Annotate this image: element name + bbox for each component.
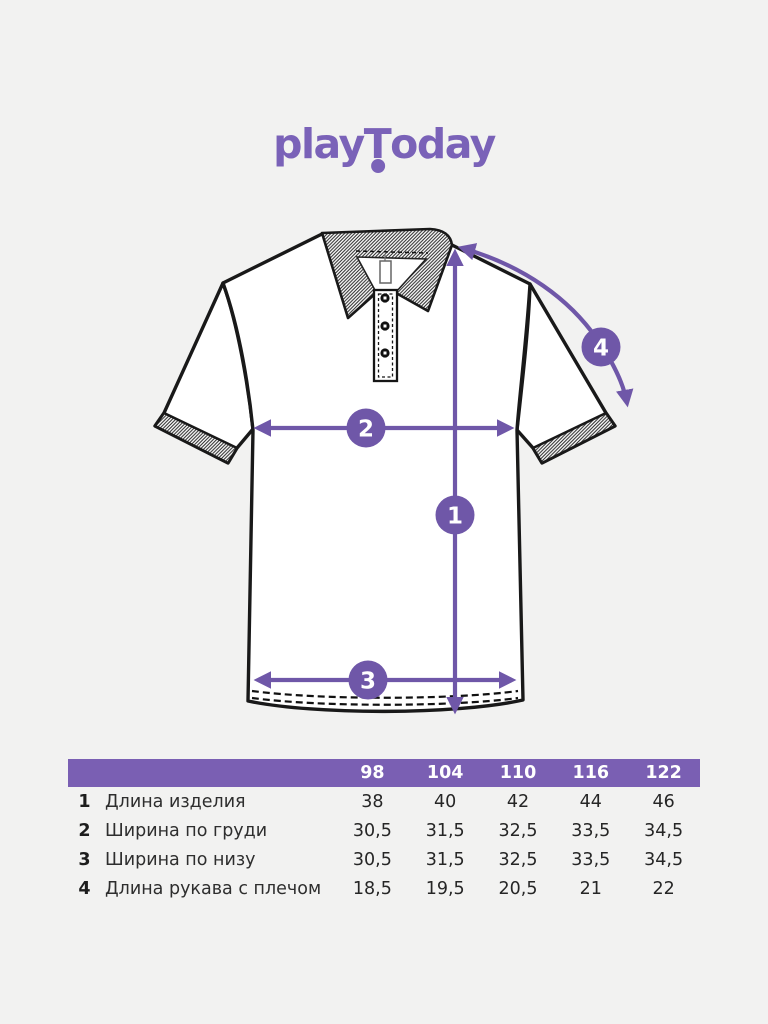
left-cuff xyxy=(153,411,239,465)
row-number: 4 xyxy=(78,878,91,899)
neck-tag xyxy=(379,260,392,284)
row-label: Ширина по груди xyxy=(105,820,268,841)
row-value: 42 xyxy=(506,791,530,812)
row-value: 21 xyxy=(579,878,602,899)
placket xyxy=(372,288,399,383)
row-label: Длина изделия xyxy=(105,791,246,812)
size-table: 98 104 110 116 122 1 Длина изделия 38 40… xyxy=(68,759,700,903)
row-value: 22 xyxy=(652,878,675,899)
measure-marker-1 xyxy=(435,495,475,535)
hem-stitch-line xyxy=(251,689,519,699)
row-value: 32,5 xyxy=(498,849,538,870)
row-value: 34,5 xyxy=(644,820,684,841)
measure-marker-2 xyxy=(346,408,386,448)
logo-text-oday: oday xyxy=(390,120,496,168)
row-value: 30,5 xyxy=(352,849,392,870)
table-row: 4 Длина рукава с плечом 18,5 19,5 20,5 2… xyxy=(68,874,700,903)
row-label: Длина рукава с плечом xyxy=(105,878,322,899)
right-cuff xyxy=(531,411,617,465)
measure-markers: 1 2 3 4 xyxy=(346,327,621,700)
row-value: 34,5 xyxy=(644,849,684,870)
size-column-header: 116 xyxy=(572,763,610,783)
row-value: 46 xyxy=(652,791,675,812)
row-value: 38 xyxy=(361,791,384,812)
row-number: 2 xyxy=(78,820,91,841)
table-row: 1 Длина изделия 38 40 42 44 46 xyxy=(68,787,700,816)
measure-marker-2-label: 2 xyxy=(358,416,374,442)
measure-arrow-4-sleeve-length xyxy=(457,243,634,408)
row-value: 32,5 xyxy=(498,820,538,841)
size-column-header: 98 xyxy=(360,763,385,783)
row-value: 30,5 xyxy=(352,820,392,841)
size-column-header: 122 xyxy=(645,763,682,783)
row-value: 31,5 xyxy=(425,820,465,841)
measure-marker-3-label: 3 xyxy=(360,668,376,694)
brand-logo: playT oday xyxy=(0,124,768,173)
measure-marker-3 xyxy=(348,660,388,700)
measure-marker-1-label: 1 xyxy=(447,503,463,529)
row-value: 31,5 xyxy=(425,849,465,870)
row-number: 1 xyxy=(78,791,91,812)
table-row: 2 Ширина по груди 30,5 31,5 32,5 33,5 34… xyxy=(68,816,700,845)
collar-seam-dashed xyxy=(355,250,429,254)
size-column-header: 104 xyxy=(426,763,464,783)
row-value: 19,5 xyxy=(425,878,465,899)
row-value: 40 xyxy=(434,791,457,812)
row-label: Ширина по низу xyxy=(105,849,256,870)
size-column-header: 110 xyxy=(499,763,537,783)
row-value: 18,5 xyxy=(352,878,392,899)
logo-text-play: play xyxy=(273,120,365,168)
row-value: 44 xyxy=(579,791,602,812)
measure-marker-4-label: 4 xyxy=(593,335,609,361)
row-value: 33,5 xyxy=(571,849,611,870)
hem-stitch-line xyxy=(251,696,519,706)
row-value: 33,5 xyxy=(571,820,611,841)
row-value: 20,5 xyxy=(498,878,538,899)
measure-marker-4 xyxy=(581,327,621,367)
logo-text-t: T xyxy=(363,120,392,168)
buttons xyxy=(380,293,390,358)
logo-dot-icon xyxy=(371,159,386,173)
size-table-header: 98 104 110 116 122 xyxy=(68,759,700,787)
table-row: 3 Ширина по низу 30,5 31,5 32,5 33,5 34,… xyxy=(68,845,700,874)
row-number: 3 xyxy=(78,849,91,870)
